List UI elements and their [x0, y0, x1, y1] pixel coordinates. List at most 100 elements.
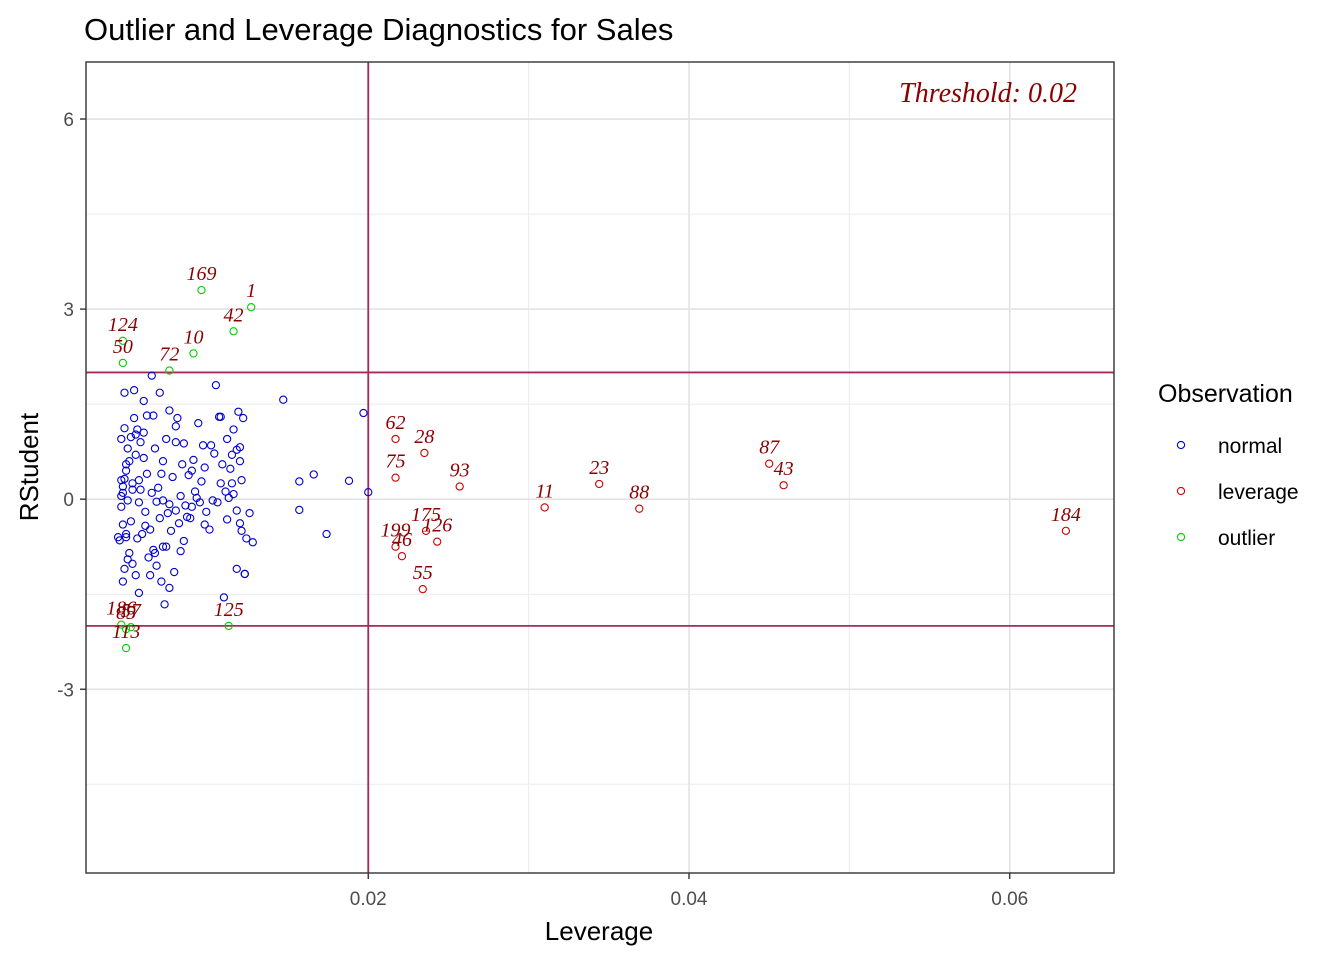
normal-point: [117, 491, 126, 501]
leverage-point: [595, 479, 604, 489]
x-tick-label: 0.02: [350, 889, 387, 910]
normal-point: [242, 534, 251, 543]
normal-point: [141, 521, 150, 530]
point-label: 124: [108, 314, 138, 336]
point-label: 175: [411, 504, 441, 526]
normal-point: [182, 512, 192, 522]
point-label: 10: [183, 326, 203, 348]
normal-point: [158, 496, 168, 505]
leverage-point: [421, 526, 431, 536]
normal-point: [235, 443, 245, 452]
normal-point: [126, 432, 136, 442]
legend-key-leverage: [1176, 486, 1186, 496]
legend-key-outlier: [1176, 532, 1186, 542]
normal-point: [126, 517, 136, 526]
leverage-point: [433, 537, 442, 546]
normal-point: [118, 520, 128, 529]
normal-point: [134, 498, 144, 507]
normal-point: [136, 438, 145, 447]
point-label: 43: [774, 458, 794, 480]
normal-point: [139, 453, 148, 463]
normal-point: [165, 406, 174, 415]
normal-point: [117, 476, 126, 485]
y-tick-label: -3: [57, 680, 74, 701]
normal-point: [117, 502, 126, 511]
normal-point: [121, 466, 131, 475]
normal-point: [216, 479, 225, 488]
normal-point: [120, 388, 129, 397]
outlier-point: [224, 621, 233, 631]
normal-point: [234, 407, 243, 416]
leverage-point: [391, 434, 400, 444]
normal-point: [131, 450, 140, 459]
normal-point: [121, 533, 131, 542]
normal-point: [322, 529, 331, 539]
normal-point: [202, 507, 211, 517]
x-tick-label: 0.04: [671, 889, 708, 910]
plot-panel: [86, 62, 1114, 873]
normal-point: [221, 487, 230, 496]
x-axis-ticks: 0.02 0.04 0.06: [350, 873, 1028, 910]
legend-label-outlier: outlier: [1218, 527, 1275, 550]
normal-point: [190, 487, 200, 496]
leverage-point: [635, 504, 644, 513]
normal-point: [235, 519, 245, 528]
normal-point: [141, 507, 150, 517]
x-tick-label: 0.06: [991, 889, 1028, 910]
normal-point: [147, 371, 156, 380]
normal-point: [134, 588, 144, 598]
normal-point: [136, 485, 145, 494]
normal-point: [113, 533, 123, 542]
normal-point: [158, 457, 168, 466]
point-label: 57: [121, 600, 142, 622]
point-label: 28: [414, 426, 434, 448]
outlier-point: [121, 624, 131, 634]
normal-point: [224, 493, 233, 503]
leverage-point: [418, 585, 427, 594]
normal-point: [128, 559, 137, 568]
leverage-point: [391, 542, 400, 551]
normal-point: [344, 476, 354, 485]
outlier-point: [189, 349, 198, 358]
normal-point: [208, 496, 217, 505]
normal-point: [171, 506, 180, 515]
normal-point: [226, 464, 235, 473]
normal-point: [168, 472, 177, 482]
normal-point: [227, 450, 237, 459]
leverage-point: [540, 503, 549, 512]
normal-point: [137, 529, 147, 539]
normal-point: [152, 497, 161, 506]
normal-point: [213, 498, 222, 507]
normal-point: [232, 564, 241, 574]
normal-point: [187, 502, 196, 511]
normal-point: [134, 476, 144, 485]
leverage-point: [420, 448, 429, 458]
point-label: 62: [386, 412, 406, 434]
y-axis-title: RStudent: [14, 412, 44, 521]
point-label: 55: [413, 562, 433, 584]
normal-point: [239, 413, 248, 423]
point-label: 11: [535, 480, 554, 502]
point-label: 75: [386, 451, 406, 473]
normal-point: [129, 413, 139, 423]
normal-point: [170, 567, 179, 577]
normal-point: [364, 488, 373, 497]
outlier-point: [165, 366, 174, 375]
normal-point: [195, 498, 205, 507]
normal-point: [152, 561, 161, 570]
normal-point: [147, 488, 156, 497]
normal-point: [219, 593, 229, 602]
normal-point: [211, 380, 221, 390]
normal-point: [121, 529, 131, 539]
normal-point: [131, 571, 140, 580]
normal-point: [206, 441, 216, 450]
outlier-point: [126, 623, 136, 632]
normal-point: [133, 534, 142, 543]
point-label: 125: [214, 599, 244, 621]
normal-point: [157, 577, 166, 586]
normal-point: [227, 479, 237, 488]
normal-point: [200, 463, 209, 472]
normal-point: [160, 600, 169, 609]
normal-point: [155, 514, 164, 523]
